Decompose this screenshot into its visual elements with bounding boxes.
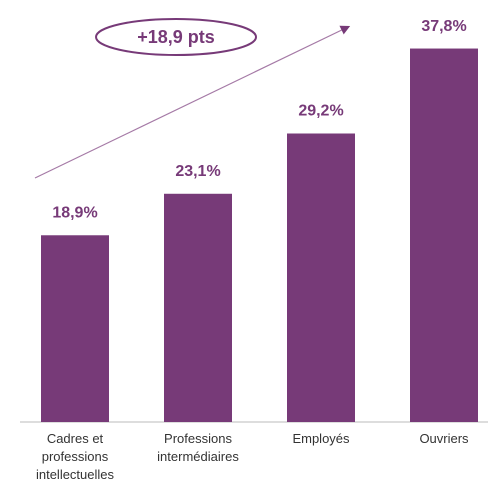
bar [164, 193, 232, 422]
value-label: 23,1% [175, 163, 220, 180]
value-label: 29,2% [298, 103, 343, 120]
bar [287, 133, 355, 422]
annotation-ellipse [95, 18, 257, 56]
x-tick-label: Ouvriers [419, 431, 469, 446]
x-tick-label: Professions intermédiaires [157, 431, 239, 464]
trend-arrow [34, 25, 351, 179]
value-label: 18,9% [52, 204, 97, 221]
bar [410, 48, 478, 422]
annotation: +18,9 pts [137, 27, 215, 47]
x-tick-label: Employés [292, 431, 350, 446]
value-label: 37,8% [421, 18, 466, 35]
bar [41, 235, 109, 422]
x-tick-label: Cadres et professions intellectuelles [35, 431, 115, 482]
